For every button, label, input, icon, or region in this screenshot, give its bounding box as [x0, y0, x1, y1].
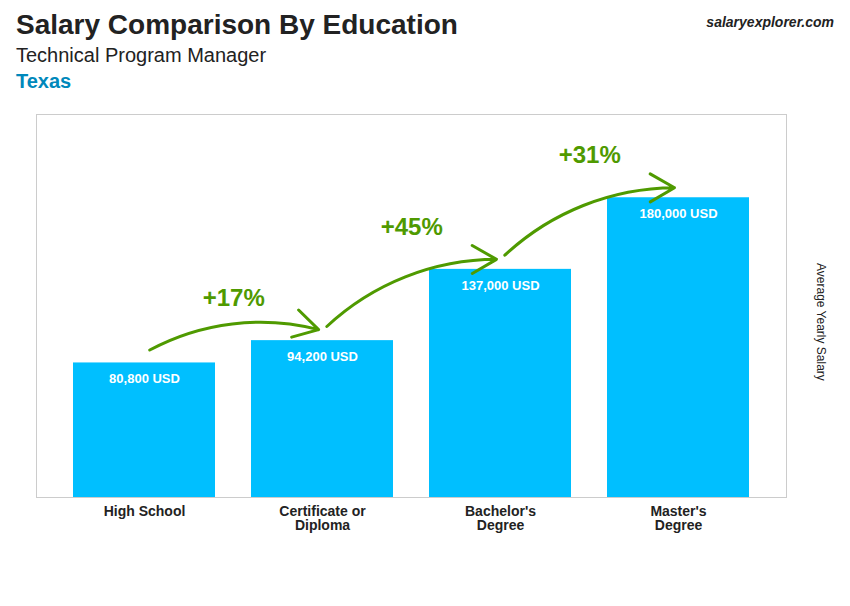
svg-text:+17%: +17%	[203, 284, 265, 311]
svg-text:137,000 USD: 137,000 USD	[461, 278, 539, 293]
svg-text:+45%: +45%	[381, 213, 443, 240]
svg-text:80,800 USD: 80,800 USD	[109, 371, 180, 386]
html-text:salaryexplorer.com: salaryexplorer.com	[706, 14, 834, 30]
svg-text:High School: High School	[104, 503, 186, 519]
svg-text:Certificate orDiploma: Certificate orDiploma	[279, 503, 366, 533]
html-text:Average Yearly Salary: Average Yearly Salary	[814, 262, 828, 381]
svg-text:180,000 USD: 180,000 USD	[639, 206, 717, 221]
svg-text:Bachelor'sDegree: Bachelor'sDegree	[465, 503, 536, 533]
html-text:Texas: Texas	[16, 70, 72, 92]
html-text:Technical Program Manager: Technical Program Manager	[16, 44, 267, 66]
svg-text:94,200 USD: 94,200 USD	[287, 349, 358, 364]
svg-text:Master'sDegree: Master'sDegree	[650, 503, 706, 533]
html-text:Salary Comparison By Education: Salary Comparison By Education	[16, 9, 458, 40]
svg-text:+31%: +31%	[559, 141, 621, 168]
